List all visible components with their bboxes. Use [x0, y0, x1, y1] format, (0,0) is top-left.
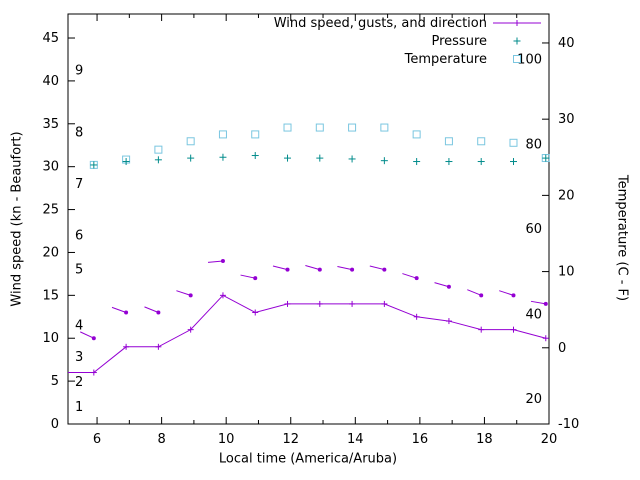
svg-text:2: 2	[75, 375, 83, 390]
svg-text:100: 100	[517, 53, 542, 68]
svg-text:6: 6	[93, 432, 101, 447]
svg-text:Wind speed, gusts, and directi: Wind speed, gusts, and direction	[274, 16, 487, 31]
svg-text:40: 40	[525, 307, 542, 322]
svg-text:40: 40	[42, 74, 59, 89]
svg-text:5: 5	[75, 263, 83, 278]
svg-text:18: 18	[476, 432, 493, 447]
svg-text:45: 45	[42, 31, 59, 46]
pressure-series	[90, 152, 550, 169]
svg-text:60: 60	[525, 222, 542, 237]
svg-text:6: 6	[75, 228, 83, 243]
svg-text:30: 30	[558, 112, 575, 127]
svg-text:20: 20	[541, 432, 558, 447]
x-axis-title: Local time (America/Aruba)	[218, 451, 398, 467]
svg-text:14: 14	[347, 432, 364, 447]
temperature-series	[89, 123, 550, 169]
svg-text:10: 10	[558, 265, 575, 280]
svg-text:15: 15	[42, 288, 59, 303]
svg-text:3: 3	[75, 350, 83, 365]
svg-text:20: 20	[525, 392, 542, 407]
svg-text:20: 20	[42, 245, 59, 260]
svg-text:-10: -10	[558, 417, 579, 432]
svg-text:40: 40	[558, 36, 575, 51]
svg-text:10: 10	[218, 432, 235, 447]
y-axis-title-left: Wind speed (kn - Beaufort)	[9, 131, 25, 307]
wind-gusts-series	[80, 259, 548, 341]
svg-text:12: 12	[282, 432, 299, 447]
inner-scale-labels: 1 2 3 4 5 6 7 8 9 20 40 60 80 100	[75, 53, 542, 415]
svg-text:8: 8	[75, 125, 83, 140]
svg-text:8: 8	[157, 432, 165, 447]
axes	[67, 13, 550, 425]
svg-text:4: 4	[75, 318, 83, 333]
svg-text:0: 0	[51, 417, 59, 432]
svg-text:10: 10	[42, 331, 59, 346]
svg-text:7: 7	[75, 177, 83, 192]
svg-text:Temperature: Temperature	[404, 52, 487, 67]
svg-text:20: 20	[558, 188, 575, 203]
wind-speed-series	[68, 292, 549, 376]
svg-text:35: 35	[42, 117, 59, 132]
svg-text:5: 5	[51, 374, 59, 389]
axis-tick-labels: 6 8 10 12 14 16 18 20051015202530354045-1001020…	[42, 31, 579, 447]
legend: Wind speed, gusts, and direction Pressure…	[274, 16, 541, 67]
svg-text:25: 25	[42, 203, 59, 218]
svg-text:80: 80	[525, 137, 542, 152]
svg-text:9: 9	[75, 64, 83, 79]
svg-text:30: 30	[42, 160, 59, 175]
svg-text:Pressure: Pressure	[431, 34, 487, 49]
svg-text:0: 0	[558, 341, 566, 356]
svg-text:1: 1	[75, 400, 83, 415]
svg-text:16: 16	[412, 432, 429, 447]
y-axis-title-right: Temperature (C - F)	[614, 174, 630, 302]
